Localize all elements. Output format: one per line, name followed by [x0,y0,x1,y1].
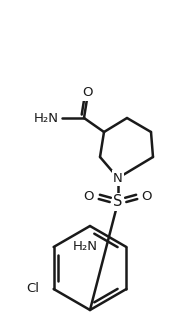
Text: O: O [84,189,94,203]
Text: O: O [83,86,93,100]
Text: S: S [113,194,123,210]
Text: H₂N: H₂N [34,112,59,124]
Text: H₂N: H₂N [73,240,97,253]
Text: Cl: Cl [27,282,40,295]
Text: O: O [142,189,152,203]
Text: N: N [113,172,123,184]
